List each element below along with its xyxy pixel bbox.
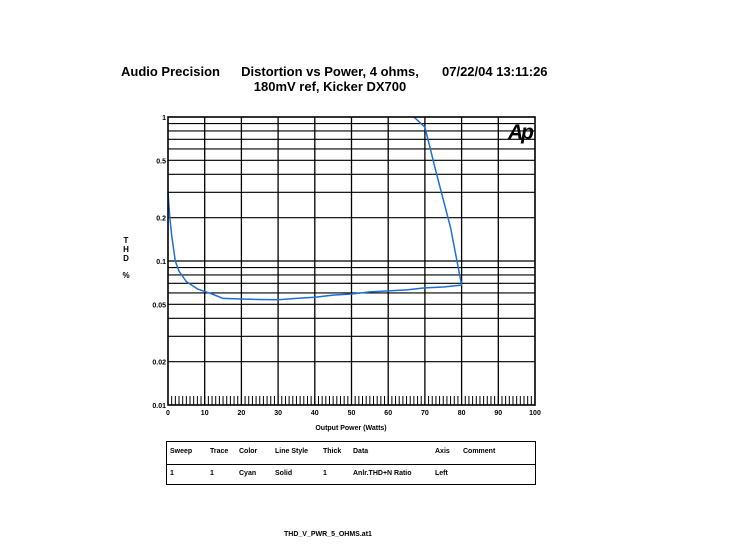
tick-marks: [167, 396, 536, 405]
y-axis-label-letter: T: [123, 236, 129, 245]
timestamp: 07/22/04 13:11:26: [442, 64, 548, 79]
legend-header-cell: Color: [239, 448, 258, 455]
y-tick-label: 0.1: [156, 259, 166, 266]
company-name: Audio Precision: [121, 64, 220, 79]
legend-cell: 1: [170, 470, 174, 477]
x-tick-label: 100: [529, 410, 541, 417]
file-name: THD_V_PWR_5_OHMS.at1: [284, 531, 372, 538]
x-tick-labels: 0 10 20 30 40 50 60 70 80 90 100: [166, 410, 541, 417]
x-tick-label: 10: [201, 410, 209, 417]
x-axis-label: Output Power (Watts): [315, 425, 386, 432]
legend-header-cell: Axis: [435, 448, 450, 455]
x-tick-label: 60: [384, 410, 392, 417]
y-tick-label: 0.5: [156, 158, 166, 165]
y-tick-label: 0.2: [156, 216, 166, 223]
y-tick-label: 0.02: [152, 360, 166, 367]
legend-cell: 1: [210, 470, 214, 477]
y-tick-label: 1: [162, 115, 166, 122]
series-group: [167, 116, 463, 301]
x-tick-label: 30: [274, 410, 282, 417]
legend-cell: Left: [435, 470, 448, 477]
legend-header-cell: Sweep: [170, 448, 193, 455]
y-tick-labels: 1 0.5 0.2 0.1 0.05 0.02 0.01: [152, 115, 166, 410]
x-tick-label: 40: [311, 410, 319, 417]
x-tick-label: 70: [421, 410, 429, 417]
legend-table: Sweep Trace Color Line Style Thick Data Axis Co…: [166, 441, 536, 485]
legend-cell: Solid: [275, 470, 293, 477]
plot-frame: [167, 116, 536, 406]
x-tick-label: 50: [348, 410, 356, 417]
ap-logo: Ap: [507, 121, 534, 144]
grid: [168, 117, 535, 405]
chart-title: Distortion vs Power, 4 ohms, 180mV ref, …: [220, 64, 440, 94]
x-tick-label: 20: [238, 410, 246, 417]
legend-header-cell: Comment: [463, 448, 496, 455]
series-line-thd: [167, 116, 463, 301]
x-tick-label: 80: [458, 410, 466, 417]
y-axis-label: T H D%: [122, 236, 130, 280]
legend-data-row: 1 1 Cyan Solid 1 Anlr.THD+N Ratio Left: [167, 464, 535, 486]
legend-cell: 1: [323, 470, 327, 477]
legend-cell: Cyan: [239, 470, 257, 477]
chart-title-line2: 180mV ref, Kicker DX700: [253, 79, 407, 94]
y-tick-label: 0.01: [152, 403, 166, 410]
chart-title-line1: Distortion vs Power, 4 ohms,: [241, 64, 419, 79]
x-tick-label: 0: [166, 410, 170, 417]
y-axis-label-letter: D: [123, 254, 129, 263]
y-axis-label-letter: H: [123, 245, 129, 254]
x-tick-label: 90: [494, 410, 502, 417]
legend-header-cell: Thick: [323, 448, 342, 455]
legend-header-row: Sweep Trace Color Line Style Thick Data Axis Co…: [167, 442, 535, 465]
legend-header-cell: Data: [353, 448, 369, 455]
legend-header-cell: Trace: [210, 448, 229, 455]
y-axis-label-unit: %: [122, 271, 130, 280]
legend-header-cell: Line Style: [275, 448, 309, 455]
y-tick-label: 0.05: [152, 302, 166, 309]
legend-cell: Anlr.THD+N Ratio: [353, 470, 412, 477]
